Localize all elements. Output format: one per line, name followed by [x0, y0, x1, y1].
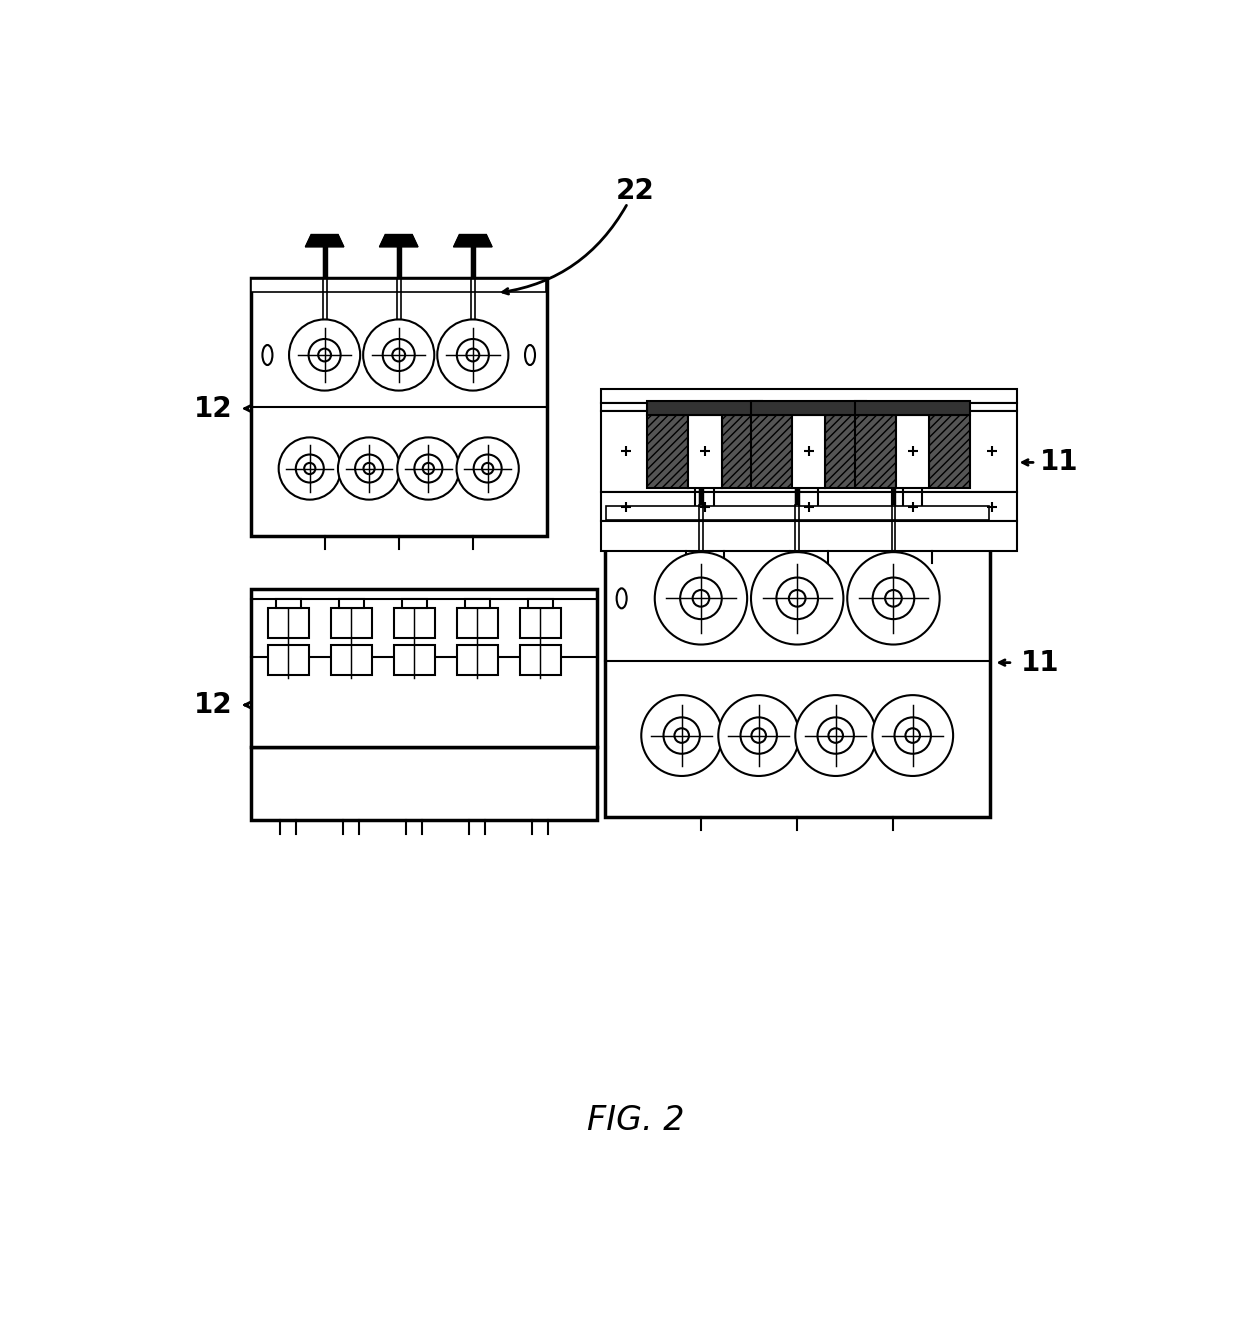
Ellipse shape — [263, 346, 273, 365]
Bar — [751, 415, 792, 488]
Bar — [722, 415, 763, 488]
Bar — [250, 747, 596, 820]
Polygon shape — [777, 462, 816, 474]
Circle shape — [718, 695, 799, 776]
Polygon shape — [379, 235, 418, 247]
Bar — [339, 599, 363, 608]
Circle shape — [363, 463, 374, 474]
Bar — [647, 415, 688, 488]
Circle shape — [663, 718, 699, 753]
Circle shape — [383, 339, 414, 371]
Circle shape — [795, 695, 877, 776]
Bar — [277, 599, 300, 608]
Bar — [601, 492, 1017, 521]
Polygon shape — [682, 462, 720, 474]
Ellipse shape — [616, 588, 626, 608]
Circle shape — [641, 695, 722, 776]
Circle shape — [466, 348, 479, 361]
Circle shape — [397, 438, 460, 500]
Circle shape — [392, 348, 405, 361]
Bar — [520, 645, 560, 674]
Circle shape — [456, 339, 489, 371]
Circle shape — [885, 590, 901, 607]
Bar — [856, 401, 970, 415]
Bar — [601, 389, 1017, 404]
Circle shape — [740, 718, 777, 753]
Bar — [647, 401, 763, 415]
Text: 11: 11 — [1040, 448, 1079, 476]
Bar — [456, 608, 497, 637]
Circle shape — [423, 463, 434, 474]
Bar — [688, 415, 722, 488]
Bar — [930, 415, 970, 488]
Circle shape — [776, 578, 818, 619]
Bar — [856, 415, 897, 488]
Circle shape — [319, 348, 331, 361]
Bar — [520, 608, 560, 637]
Circle shape — [751, 728, 766, 743]
Bar — [605, 505, 988, 520]
Bar — [456, 645, 497, 674]
Bar — [394, 645, 435, 674]
Text: 22: 22 — [616, 177, 655, 204]
Circle shape — [456, 438, 518, 500]
Bar — [601, 410, 1017, 492]
Circle shape — [847, 553, 940, 645]
Bar — [605, 505, 990, 816]
Circle shape — [309, 339, 341, 371]
Bar — [250, 277, 547, 536]
Circle shape — [296, 455, 324, 483]
Circle shape — [894, 718, 931, 753]
Circle shape — [289, 319, 360, 390]
Bar — [465, 599, 490, 608]
Bar — [268, 608, 309, 637]
Bar — [331, 608, 372, 637]
Bar — [528, 599, 553, 608]
Bar — [394, 608, 435, 637]
Bar — [601, 404, 1017, 410]
Circle shape — [675, 728, 689, 743]
Circle shape — [414, 455, 443, 483]
Text: FIG. 2: FIG. 2 — [587, 1104, 684, 1137]
Bar — [252, 278, 546, 293]
Polygon shape — [874, 462, 913, 474]
Text: 12: 12 — [195, 394, 233, 422]
Circle shape — [693, 590, 709, 607]
Polygon shape — [454, 235, 492, 247]
Polygon shape — [305, 235, 343, 247]
Circle shape — [681, 578, 722, 619]
Bar — [331, 645, 372, 674]
Circle shape — [482, 463, 494, 474]
Circle shape — [339, 438, 401, 500]
Circle shape — [655, 553, 748, 645]
Bar — [601, 521, 1017, 551]
Circle shape — [279, 438, 341, 500]
Bar — [751, 401, 866, 415]
Circle shape — [355, 455, 383, 483]
Text: 11: 11 — [1021, 649, 1059, 677]
Bar — [268, 645, 309, 674]
Bar — [897, 415, 930, 488]
Circle shape — [872, 695, 954, 776]
Circle shape — [789, 590, 806, 607]
Circle shape — [817, 718, 854, 753]
Circle shape — [438, 319, 508, 390]
Circle shape — [828, 728, 843, 743]
Circle shape — [474, 455, 502, 483]
Text: 12: 12 — [195, 691, 233, 719]
Circle shape — [363, 319, 434, 390]
Ellipse shape — [525, 346, 534, 365]
Circle shape — [873, 578, 914, 619]
Circle shape — [905, 728, 920, 743]
Bar — [250, 590, 596, 747]
Bar — [402, 599, 427, 608]
Bar — [792, 415, 826, 488]
Circle shape — [304, 463, 315, 474]
Bar — [826, 415, 866, 488]
Circle shape — [751, 553, 843, 645]
